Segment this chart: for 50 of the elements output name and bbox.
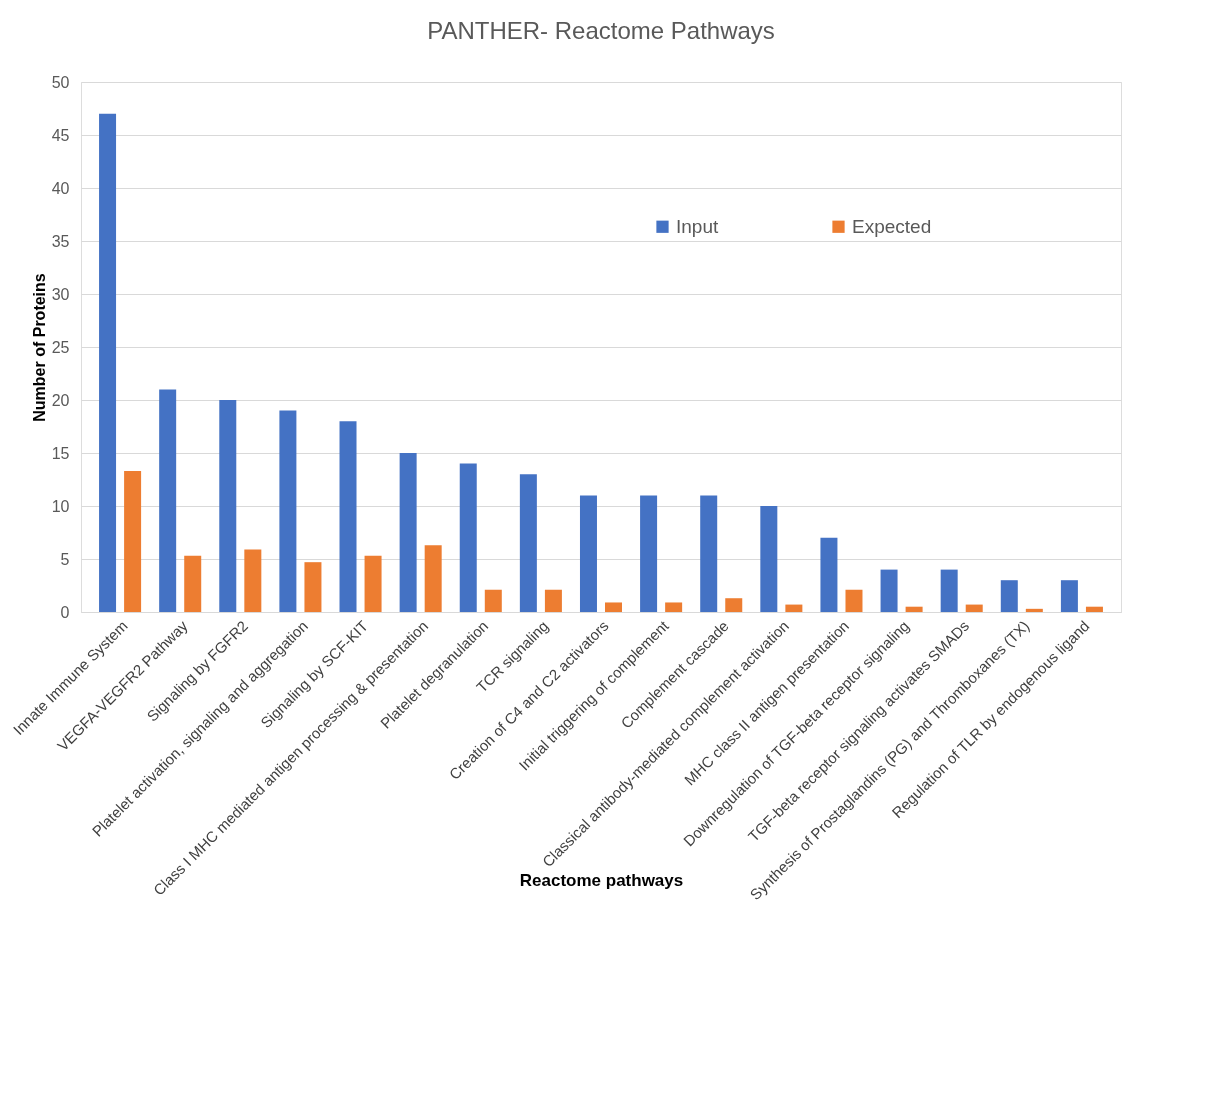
bar	[965, 604, 983, 612]
bar	[1025, 608, 1043, 612]
y-tick-label: 35	[51, 232, 70, 250]
bar	[484, 589, 502, 612]
bar	[159, 389, 177, 612]
bar	[905, 606, 923, 612]
bar	[424, 545, 442, 612]
y-tick-label: 30	[51, 285, 70, 303]
y-tick-label: 20	[51, 391, 70, 409]
y-tick-label: 10	[51, 497, 70, 515]
bar	[1085, 606, 1103, 612]
bar	[665, 602, 683, 612]
bar	[279, 410, 297, 612]
y-tick-label: 40	[51, 179, 70, 197]
legend-label: Expected	[852, 215, 932, 237]
bar	[519, 474, 537, 612]
bar	[1000, 580, 1018, 612]
bar	[99, 113, 117, 612]
y-tick-label: 50	[51, 73, 70, 91]
bar	[880, 569, 898, 612]
y-axis-title: Number of Proteins	[30, 273, 48, 422]
y-tick-label: 0	[60, 603, 70, 621]
bar	[845, 589, 863, 612]
bar	[785, 604, 803, 612]
bar	[304, 562, 322, 612]
y-tick-label: 45	[51, 126, 70, 144]
bar	[760, 506, 778, 612]
bar	[364, 555, 382, 612]
bar	[459, 463, 477, 612]
y-tick-label: 15	[51, 444, 70, 462]
bar	[399, 453, 417, 612]
bar	[940, 569, 958, 612]
bar	[579, 495, 597, 612]
bar	[544, 589, 562, 612]
bar	[1060, 580, 1078, 612]
bar	[244, 549, 262, 612]
bar	[605, 602, 623, 612]
x-axis-title: Reactome pathways	[519, 870, 684, 890]
bar	[700, 495, 718, 612]
bar	[339, 421, 357, 612]
chart-title: PANTHER- Reactome Pathways	[427, 17, 775, 44]
bar	[124, 471, 142, 612]
y-tick-label: 5	[60, 550, 70, 568]
bar	[640, 495, 658, 612]
bar	[219, 400, 237, 612]
y-tick-label: 25	[51, 338, 70, 356]
legend-label: Input	[676, 215, 719, 237]
bar	[184, 555, 202, 612]
bar	[820, 537, 838, 612]
bar	[725, 598, 743, 612]
